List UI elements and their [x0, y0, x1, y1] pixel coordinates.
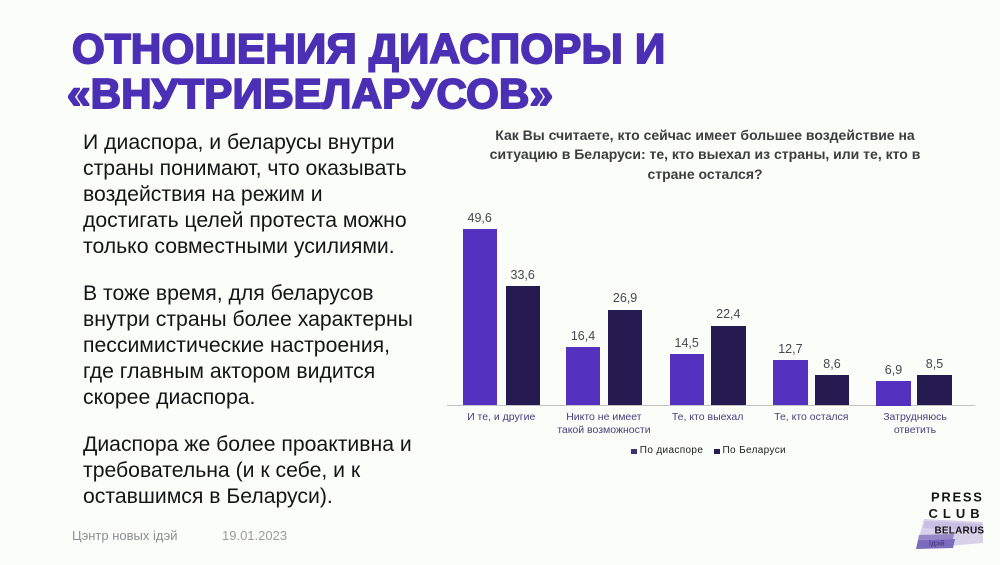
svg-text:ідэй: ідэй	[929, 539, 945, 548]
svg-text:CLUB: CLUB	[929, 506, 985, 521]
svg-text:PRESS: PRESS	[931, 490, 984, 505]
svg-text:BELARUS: BELARUS	[935, 526, 985, 537]
